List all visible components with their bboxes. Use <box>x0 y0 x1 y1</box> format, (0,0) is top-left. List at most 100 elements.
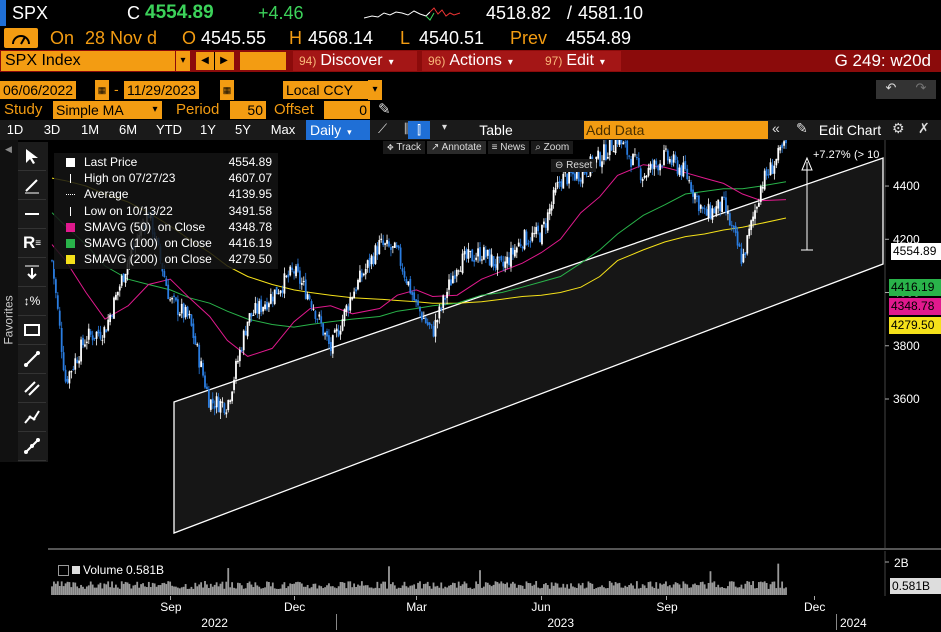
chart-settings-icon[interactable]: ⚙ <box>892 120 905 136</box>
pencil-icon[interactable]: ✎ <box>378 101 391 118</box>
range-5y[interactable]: 5Y <box>235 122 251 137</box>
range-ytd[interactable]: YTD <box>156 122 182 137</box>
start-calendar-icon[interactable]: ▦ <box>95 80 109 100</box>
candle-body <box>331 335 334 354</box>
speedometer-icon[interactable] <box>4 28 38 48</box>
legend-row[interactable]: Low on 10/13/22 3491.58 <box>58 204 276 220</box>
edit-chart-button[interactable]: Edit Chart <box>818 122 882 138</box>
pencil-draw-icon[interactable] <box>18 171 46 200</box>
frequency-select[interactable]: Daily ▾ <box>306 120 370 140</box>
candle-body <box>238 349 241 362</box>
legend-row[interactable]: Last Price 4554.89 <box>58 155 276 171</box>
table-button[interactable]: Table <box>479 122 513 138</box>
legend-row[interactable]: Average 4139.95 <box>58 187 276 203</box>
news-button[interactable]: ≡ News <box>487 141 530 154</box>
range-6m[interactable]: 6M <box>118 122 138 137</box>
favorites-tab[interactable]: ◀ Favorites <box>0 140 18 462</box>
candle-body <box>519 244 522 246</box>
volume-bar <box>709 571 712 595</box>
candle-body <box>366 260 369 268</box>
range-3d[interactable]: 3D <box>43 122 61 137</box>
candle-body <box>422 317 425 319</box>
volume-bar <box>647 582 650 595</box>
range-1m[interactable]: 1M <box>80 122 100 137</box>
candle-body <box>115 294 117 300</box>
trend-line-icon[interactable] <box>18 345 46 374</box>
forward-arrow-icon[interactable]: ▶ <box>214 52 233 70</box>
horizontal-line-icon[interactable] <box>18 200 46 229</box>
end-calendar-icon[interactable]: ▦ <box>220 80 234 100</box>
text-tool-icon[interactable]: R ≡ <box>18 229 46 258</box>
rectangle-icon[interactable] <box>18 316 46 345</box>
range-max[interactable]: Max <box>270 122 296 137</box>
undo-icon[interactable]: ↶ <box>885 80 897 95</box>
measure-icon[interactable] <box>18 432 46 461</box>
back-arrow-icon[interactable]: ◀ <box>201 55 209 66</box>
pointer-icon[interactable] <box>18 142 46 171</box>
add-data-input[interactable]: Add Data <box>584 121 768 139</box>
volume-bar <box>374 587 377 595</box>
legend-swatch <box>66 222 75 232</box>
period-input[interactable]: 50 <box>230 101 266 119</box>
polyline-icon[interactable] <box>18 403 46 432</box>
range-1y[interactable]: 1Y <box>200 122 216 137</box>
candle-body <box>482 247 485 260</box>
currency-select[interactable]: Local CCY <box>283 81 373 99</box>
ticker[interactable]: SPX <box>12 3 49 23</box>
candle-body <box>407 281 410 286</box>
candle-body <box>403 271 406 278</box>
line-chart-icon[interactable]: ⟋ <box>378 121 388 136</box>
sma200-tag: 4279.50 <box>889 317 941 334</box>
annotate-button[interactable]: ↗ Annotate <box>426 141 486 154</box>
study-select[interactable]: Simple MA <box>53 101 151 119</box>
collapse-icon[interactable]: « <box>772 120 780 136</box>
edit-menu[interactable]: 97) Edit ▾ <box>539 51 621 71</box>
volume-chart[interactable] <box>48 551 941 596</box>
reset-button[interactable]: ⊖ Reset <box>551 159 597 172</box>
regression-channel[interactable] <box>173 157 884 534</box>
candle-body <box>120 275 123 286</box>
volume-bar <box>519 585 522 595</box>
end-date-input[interactable]: 11/29/2023 <box>124 81 200 99</box>
target-arrow[interactable] <box>801 156 813 251</box>
candle-body <box>186 306 189 317</box>
blank-button[interactable] <box>240 52 286 70</box>
panel-divider[interactable] <box>48 548 941 550</box>
candle-body <box>124 273 127 283</box>
price-chart[interactable]: 3600380040004200440046004800 +7.27% (> 1… <box>48 140 941 548</box>
collapse-arrow-icon[interactable]: ◀ <box>5 144 12 154</box>
volume-bar <box>701 581 704 595</box>
legend-row[interactable]: SMAVG (100) on Close 4416.19 <box>58 236 276 252</box>
legend-row[interactable]: SMAVG (50) on Close 4348.78 <box>58 220 276 236</box>
candle-body <box>692 189 694 197</box>
chart-type-dropdown-icon[interactable]: ▾ <box>442 122 448 133</box>
candle-body <box>684 161 687 169</box>
volume-bar <box>161 583 164 595</box>
security-field[interactable]: SPX Index <box>1 51 175 71</box>
volume-bar <box>773 581 776 595</box>
volume-collapse-icon[interactable] <box>58 564 69 576</box>
candle-chart-icon[interactable]: ⫿ <box>408 121 430 139</box>
legend-row[interactable]: SMAVG (200) on Close 4279.50 <box>58 252 276 268</box>
percent-tool-icon[interactable]: ↕% <box>18 287 46 316</box>
channel-icon[interactable] <box>18 374 46 403</box>
redo-icon[interactable]: ↷ <box>915 80 927 95</box>
actions-menu[interactable]: 96) Actions ▾ <box>422 51 542 71</box>
offset-input[interactable]: 0 <box>324 101 370 119</box>
range-1d[interactable]: 1D <box>6 122 24 137</box>
legend-row[interactable]: High on 07/27/23 4607.07 <box>58 171 276 187</box>
discover-menu[interactable]: 94) Discover ▾ <box>293 51 417 71</box>
volume-bar <box>428 586 431 595</box>
study-dropdown-icon[interactable]: ▾ <box>148 101 162 119</box>
volume-bar <box>155 586 158 595</box>
currency-dropdown-icon[interactable]: ▾ <box>368 80 382 100</box>
zoom-button[interactable]: ⌕ Zoom <box>531 141 574 154</box>
bar-chart-icon[interactable]: ⫼ <box>404 121 410 136</box>
fibonacci-icon[interactable] <box>18 258 46 287</box>
start-date-input[interactable]: 06/06/2022 <box>0 81 77 99</box>
volume-bar <box>302 586 305 595</box>
security-dropdown-icon[interactable]: ▾ <box>176 51 190 71</box>
track-button[interactable]: ✥ Track <box>383 141 425 154</box>
wrench-icon[interactable]: ✗ <box>918 120 930 136</box>
volume-bar <box>68 582 71 595</box>
